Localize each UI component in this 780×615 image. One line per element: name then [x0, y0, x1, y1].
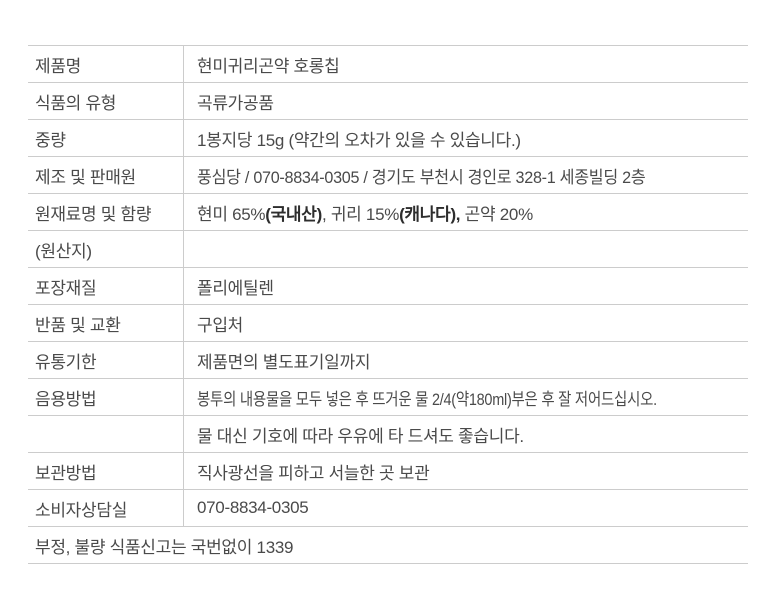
row-value: 봉투의 내용물을 모두 넣은 후 뜨거운 물 2/4(약180ml)부은 후 잘… — [197, 389, 657, 409]
table-row: 포장재질 폴리에틸렌 — [28, 268, 748, 305]
table-row: 식품의 유형 곡류가공품 — [28, 83, 748, 120]
table-row: 음용방법 봉투의 내용물을 모두 넣은 후 뜨거운 물 2/4(약180ml)부은… — [28, 379, 748, 416]
row-label: 소비자상담실 — [28, 490, 184, 526]
ingredient-text: 현미 65% — [197, 204, 266, 224]
table-row: (원산지) — [28, 231, 748, 268]
table-row: 중량 1봉지당 15g (약간의 오차가 있을 수 있습니다.) — [28, 120, 748, 157]
row-value: 070-8834-0305 — [197, 498, 309, 517]
row-label: (원산지) — [28, 231, 184, 267]
row-label — [28, 416, 184, 452]
row-label: 원재료명 및 함량 — [28, 194, 184, 230]
row-label: 제품명 — [28, 46, 184, 82]
row-label: 음용방법 — [28, 379, 184, 415]
row-value: 구입처 — [197, 315, 244, 335]
table-row: 소비자상담실 070-8834-0305 — [28, 490, 748, 527]
row-label: 유통기한 — [28, 342, 184, 378]
row-value — [184, 231, 748, 267]
ingredient-text: , 귀리 15% — [321, 204, 400, 224]
row-value: 1봉지당 15g (약간의 오차가 있을 수 있습니다.) — [197, 130, 521, 150]
ingredient-origin-bold: (국내산) — [265, 204, 322, 224]
table-row: 원재료명 및 함량 현미 65%(국내산), 귀리 15%(캐나다), 곤약 20… — [28, 194, 748, 231]
row-value: 폴리에틸렌 — [197, 278, 274, 298]
ingredient-origin-bold: (캐나다), — [399, 204, 461, 224]
row-label: 식품의 유형 — [28, 83, 184, 119]
row-label: 중량 — [28, 120, 184, 156]
ingredient-text: 곤약 20% — [460, 204, 534, 224]
row-value: 직사광선을 피하고 서늘한 곳 보관 — [197, 463, 430, 483]
table-row: 반품 및 교환 구입처 — [28, 305, 748, 342]
row-value: 현미귀리곤약 호롱칩 — [197, 56, 340, 76]
table-row: 제조 및 판매원 풍심당 / 070-8834-0305 / 경기도 부천시 경인… — [28, 157, 748, 194]
footer-note: 부정, 불량 식품신고는 국번없이 1339 — [35, 537, 294, 557]
row-value: 곡류가공품 — [197, 93, 274, 113]
row-value: 물 대신 기호에 따라 우유에 타 드셔도 좋습니다. — [197, 426, 524, 446]
table-row: 보관방법 직사광선을 피하고 서늘한 곳 보관 — [28, 453, 748, 490]
row-value: 제품면의 별도표기일까지 — [197, 352, 371, 372]
row-label: 포장재질 — [28, 268, 184, 304]
table-row: 유통기한 제품면의 별도표기일까지 — [28, 342, 748, 379]
table-row: 제품명 현미귀리곤약 호롱칩 — [28, 46, 748, 83]
row-label: 제조 및 판매원 — [28, 157, 184, 193]
row-value: 현미 65%(국내산), 귀리 15%(캐나다), 곤약 20% — [184, 194, 748, 230]
row-value: 풍심당 / 070-8834-0305 / 경기도 부천시 경인로 328-1 … — [197, 167, 646, 187]
table-row: 물 대신 기호에 따라 우유에 타 드셔도 좋습니다. — [28, 416, 748, 453]
row-label: 반품 및 교환 — [28, 305, 184, 341]
row-label: 보관방법 — [28, 453, 184, 489]
table-footer-row: 부정, 불량 식품신고는 국번없이 1339 — [28, 527, 748, 564]
